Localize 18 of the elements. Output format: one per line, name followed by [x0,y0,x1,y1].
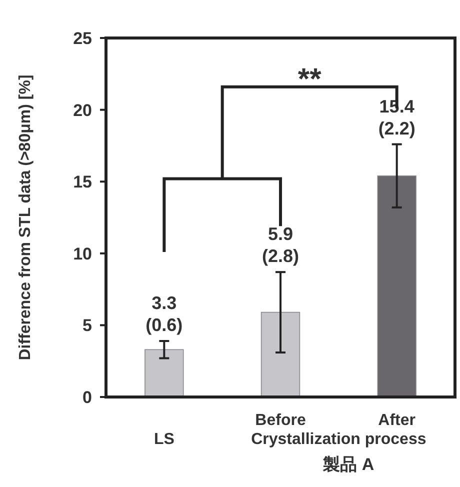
y-tick-label: 20 [73,100,92,120]
y-tick-label: 0 [82,388,92,407]
y-tick-label: 15 [73,172,92,192]
text: 製品 A [322,455,374,474]
bar [260,312,300,398]
y-tick-label: 5 [82,316,92,336]
annotation: ** [298,62,322,96]
x-tick-label: LS [154,431,175,448]
data-label: 3.3 (0.6) [146,292,183,335]
y-tick-label: 25 [73,29,92,48]
x-tick-label: Before [255,412,306,429]
bar [377,175,416,398]
y-axis-title: Difference from STL data (>80μm) [%] [17,74,34,360]
bar [144,349,184,398]
y-tick-label: 10 [73,244,92,264]
data-label: 5.9 (2.8) [262,224,300,266]
text: Crystallization process [251,431,426,448]
x-tick-label: After [378,412,416,429]
